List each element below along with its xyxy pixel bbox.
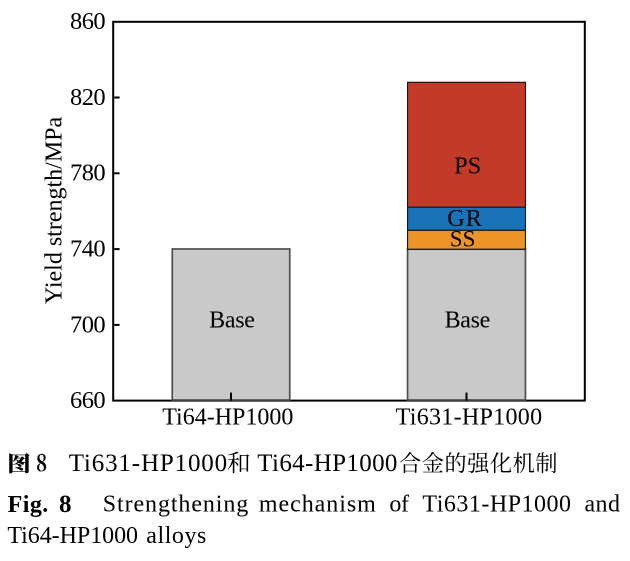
svg-text:Base: Base xyxy=(209,308,254,334)
svg-text:660: 660 xyxy=(70,387,105,414)
svg-text:Strengthening: Strengthening xyxy=(103,492,249,518)
svg-text:Ti631-HP1000: Ti631-HP1000 xyxy=(396,404,543,430)
svg-text:740: 740 xyxy=(70,236,105,263)
svg-text:and: and xyxy=(585,492,621,518)
svg-text:GR: GR xyxy=(447,205,483,232)
svg-text:820: 820 xyxy=(70,84,105,111)
svg-text:Yield strength/MPa: Yield strength/MPa xyxy=(42,116,68,304)
svg-text:Ti64-HP1000: Ti64-HP1000 xyxy=(257,450,397,477)
svg-text:Base: Base xyxy=(445,307,490,333)
svg-text:780: 780 xyxy=(70,160,105,187)
svg-text:SS: SS xyxy=(450,226,476,251)
svg-text:Fig.: Fig. xyxy=(8,492,49,518)
svg-text:mechanism: mechanism xyxy=(259,492,377,518)
svg-text:700: 700 xyxy=(70,311,105,338)
svg-text:Ti64-HP1000: Ti64-HP1000 xyxy=(162,404,293,430)
svg-text:alloys: alloys xyxy=(146,523,207,549)
svg-text:8: 8 xyxy=(59,491,72,518)
svg-text:Ti631-HP1000: Ti631-HP1000 xyxy=(422,492,571,518)
svg-text:Ti64-HP1000: Ti64-HP1000 xyxy=(7,523,138,549)
svg-text:860: 860 xyxy=(70,8,105,35)
svg-text:PS: PS xyxy=(454,152,481,179)
svg-text:of: of xyxy=(389,492,409,518)
svg-text:Ti631-HP1000: Ti631-HP1000 xyxy=(69,450,228,477)
